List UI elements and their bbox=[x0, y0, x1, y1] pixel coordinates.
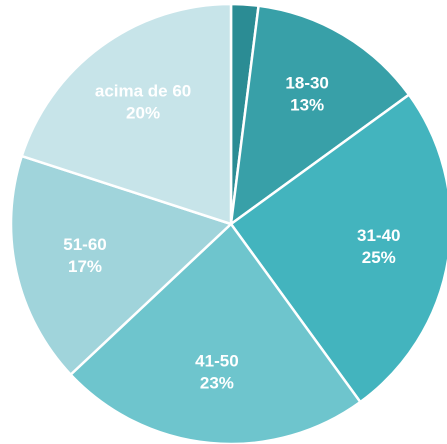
value-label: 25% bbox=[362, 248, 396, 267]
value-label: 17% bbox=[68, 257, 102, 276]
pie-slice bbox=[20, 2, 233, 226]
value-label: 13% bbox=[290, 96, 324, 115]
slice-label: 18-30 bbox=[285, 74, 328, 93]
slice-label: 51-60 bbox=[63, 235, 106, 254]
pie-slice bbox=[229, 4, 411, 227]
pie-slice bbox=[68, 222, 363, 444]
slice-label: acima de 60 bbox=[95, 81, 191, 100]
value-label: 20% bbox=[126, 103, 160, 122]
pie-slice bbox=[229, 92, 447, 404]
pie-slice bbox=[9, 154, 234, 377]
value-label: 23% bbox=[200, 373, 234, 392]
slice-label: 31-40 bbox=[357, 226, 400, 245]
slice-label: 41-50 bbox=[195, 351, 238, 370]
